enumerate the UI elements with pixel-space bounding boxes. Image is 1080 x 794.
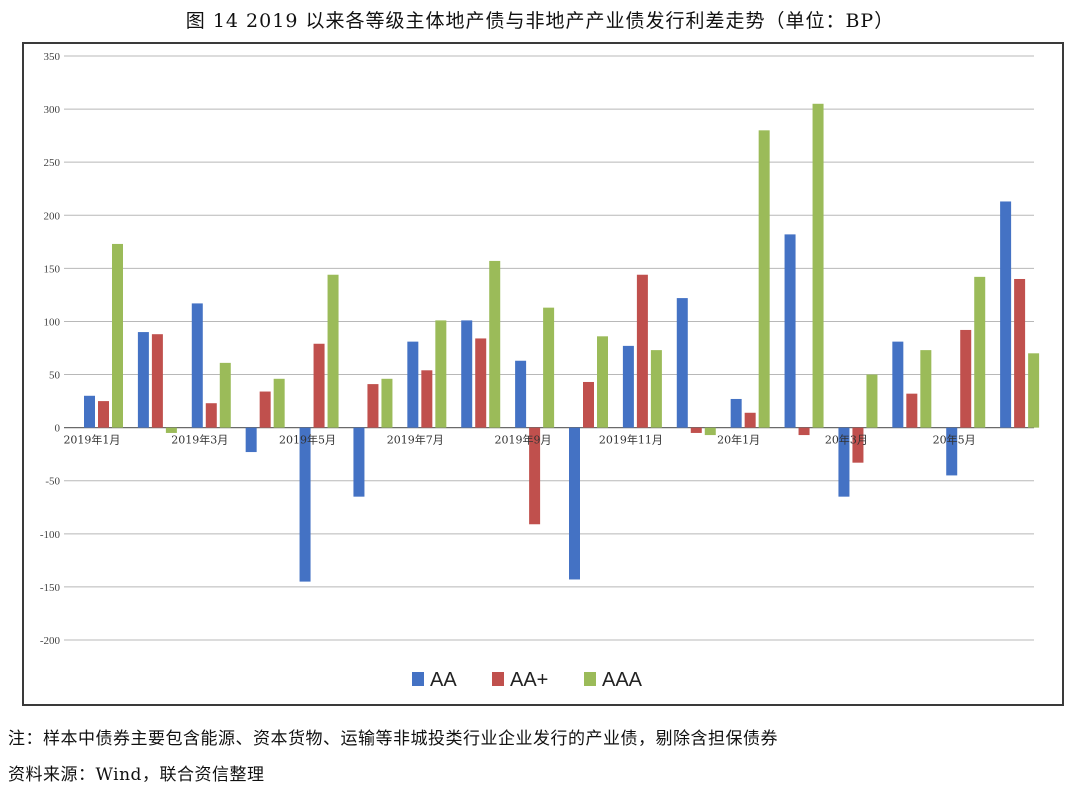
y-tick-label: 250 xyxy=(44,157,61,169)
y-tick-label: 0 xyxy=(55,423,61,435)
bar-chart: 350 300 250 200 150 100 50 0 -50 -100 -150 -200 201… xyxy=(40,51,1040,691)
bar-aa xyxy=(838,427,850,497)
bar-aaplus xyxy=(259,391,271,428)
y-tick-label: -200 xyxy=(40,635,61,647)
y-tick-label: -50 xyxy=(45,476,60,488)
bars xyxy=(84,103,1040,582)
bar-aa xyxy=(676,298,688,428)
x-category-label: 20年3月 xyxy=(825,433,868,447)
bar-aa xyxy=(730,398,742,428)
bar-aa xyxy=(407,341,419,428)
bar-aaplus xyxy=(98,401,109,428)
bar-aaa xyxy=(650,350,662,428)
bar-aaa xyxy=(165,427,177,433)
bar-aa xyxy=(84,395,95,428)
bar-aaa xyxy=(543,307,555,428)
bar-aaplus xyxy=(205,403,217,428)
bar-aaplus xyxy=(151,334,163,428)
source-note: 资料来源：Wind，联合资信整理 xyxy=(8,765,265,785)
bar-aa xyxy=(1000,201,1012,428)
bar-aaplus xyxy=(475,338,487,428)
bar-aa xyxy=(299,427,311,582)
legend-swatch xyxy=(584,672,596,686)
bar-aaplus xyxy=(798,427,810,436)
bar-aa xyxy=(461,320,473,428)
bar-aa xyxy=(515,360,527,428)
bar-aaa xyxy=(435,320,447,428)
bar-aa xyxy=(946,427,958,476)
bar-aaplus xyxy=(1014,278,1026,428)
y-tick-label: 150 xyxy=(44,263,61,275)
bar-aa xyxy=(892,341,904,428)
footnote: 注：样本中债券主要包含能源、资本货物、运输等非城投类行业企业发行的产业债，剔除含… xyxy=(8,729,778,749)
y-tick-label: 200 xyxy=(44,210,61,222)
y-tick-label: 300 xyxy=(44,104,61,116)
bar-aaa xyxy=(758,130,770,428)
legend-label: AA+ xyxy=(510,669,548,691)
legend-swatch xyxy=(492,672,504,686)
chart-title: 图 14 2019 以来各等级主体地产债与非地产产业债发行利差走势（单位：BP） xyxy=(185,10,895,32)
bar-aaa xyxy=(219,362,231,428)
bar-aaplus xyxy=(852,427,864,463)
x-category-label: 2019年11月 xyxy=(599,433,663,447)
bar-aa xyxy=(137,332,149,428)
bar-aaplus xyxy=(744,412,756,428)
x-category-label: 2019年9月 xyxy=(495,433,552,447)
y-tick-label: 100 xyxy=(44,316,61,328)
bar-aaplus xyxy=(421,370,433,428)
bar-aa xyxy=(245,427,257,453)
y-tick-label: 50 xyxy=(49,370,61,382)
bar-aaplus xyxy=(529,427,541,525)
x-category-label: 2019年1月 xyxy=(63,433,120,447)
legend: AA AA+ AAA xyxy=(412,669,643,691)
bar-aaa xyxy=(327,274,339,428)
bar-aaplus xyxy=(960,329,972,428)
bar-aaplus xyxy=(313,343,325,428)
bar-aaa xyxy=(273,378,285,428)
bar-aa xyxy=(191,303,203,428)
bar-aaa xyxy=(1028,353,1040,428)
bar-aa xyxy=(622,345,634,428)
bar-aa xyxy=(569,427,580,580)
bar-aaa xyxy=(381,378,393,428)
bar-aaa xyxy=(920,350,932,428)
bar-aaplus xyxy=(367,384,379,428)
bar-aaa xyxy=(597,336,608,428)
legend-label: AAA xyxy=(602,669,643,691)
y-axis-ticks: 350 300 250 200 150 100 50 0 -50 -100 -150 -200 xyxy=(40,51,61,647)
x-category-label: 20年1月 xyxy=(717,433,760,447)
bar-aa xyxy=(353,427,365,497)
x-category-label: 2019年5月 xyxy=(279,433,336,447)
legend-swatch xyxy=(412,672,424,686)
y-tick-label: -150 xyxy=(40,582,61,594)
bar-aaa xyxy=(112,243,123,428)
x-category-label: 2019年3月 xyxy=(171,433,228,447)
bar-aaa xyxy=(812,103,824,428)
bar-aaa xyxy=(704,427,716,436)
y-tick-label: 350 xyxy=(44,51,61,63)
bar-aaa xyxy=(974,276,986,428)
bar-aaplus xyxy=(690,427,702,433)
chart-frame: 350 300 250 200 150 100 50 0 -50 -100 -150 -200 201… xyxy=(22,42,1064,706)
bar-aaa xyxy=(866,374,878,428)
x-axis-labels: 2019年1月 2019年3月 2019年5月 2019年7月 2019年9月 2019年… xyxy=(63,433,975,447)
bar-aa xyxy=(784,234,796,428)
x-category-label: 2019年7月 xyxy=(387,433,444,447)
bar-aaa xyxy=(489,260,501,428)
x-category-label: 20年5月 xyxy=(933,433,976,447)
legend-label: AA xyxy=(430,669,457,691)
bar-aaplus xyxy=(583,381,594,428)
bar-aaplus xyxy=(906,393,918,428)
bar-aaplus xyxy=(636,274,648,428)
y-tick-label: -100 xyxy=(40,529,61,541)
